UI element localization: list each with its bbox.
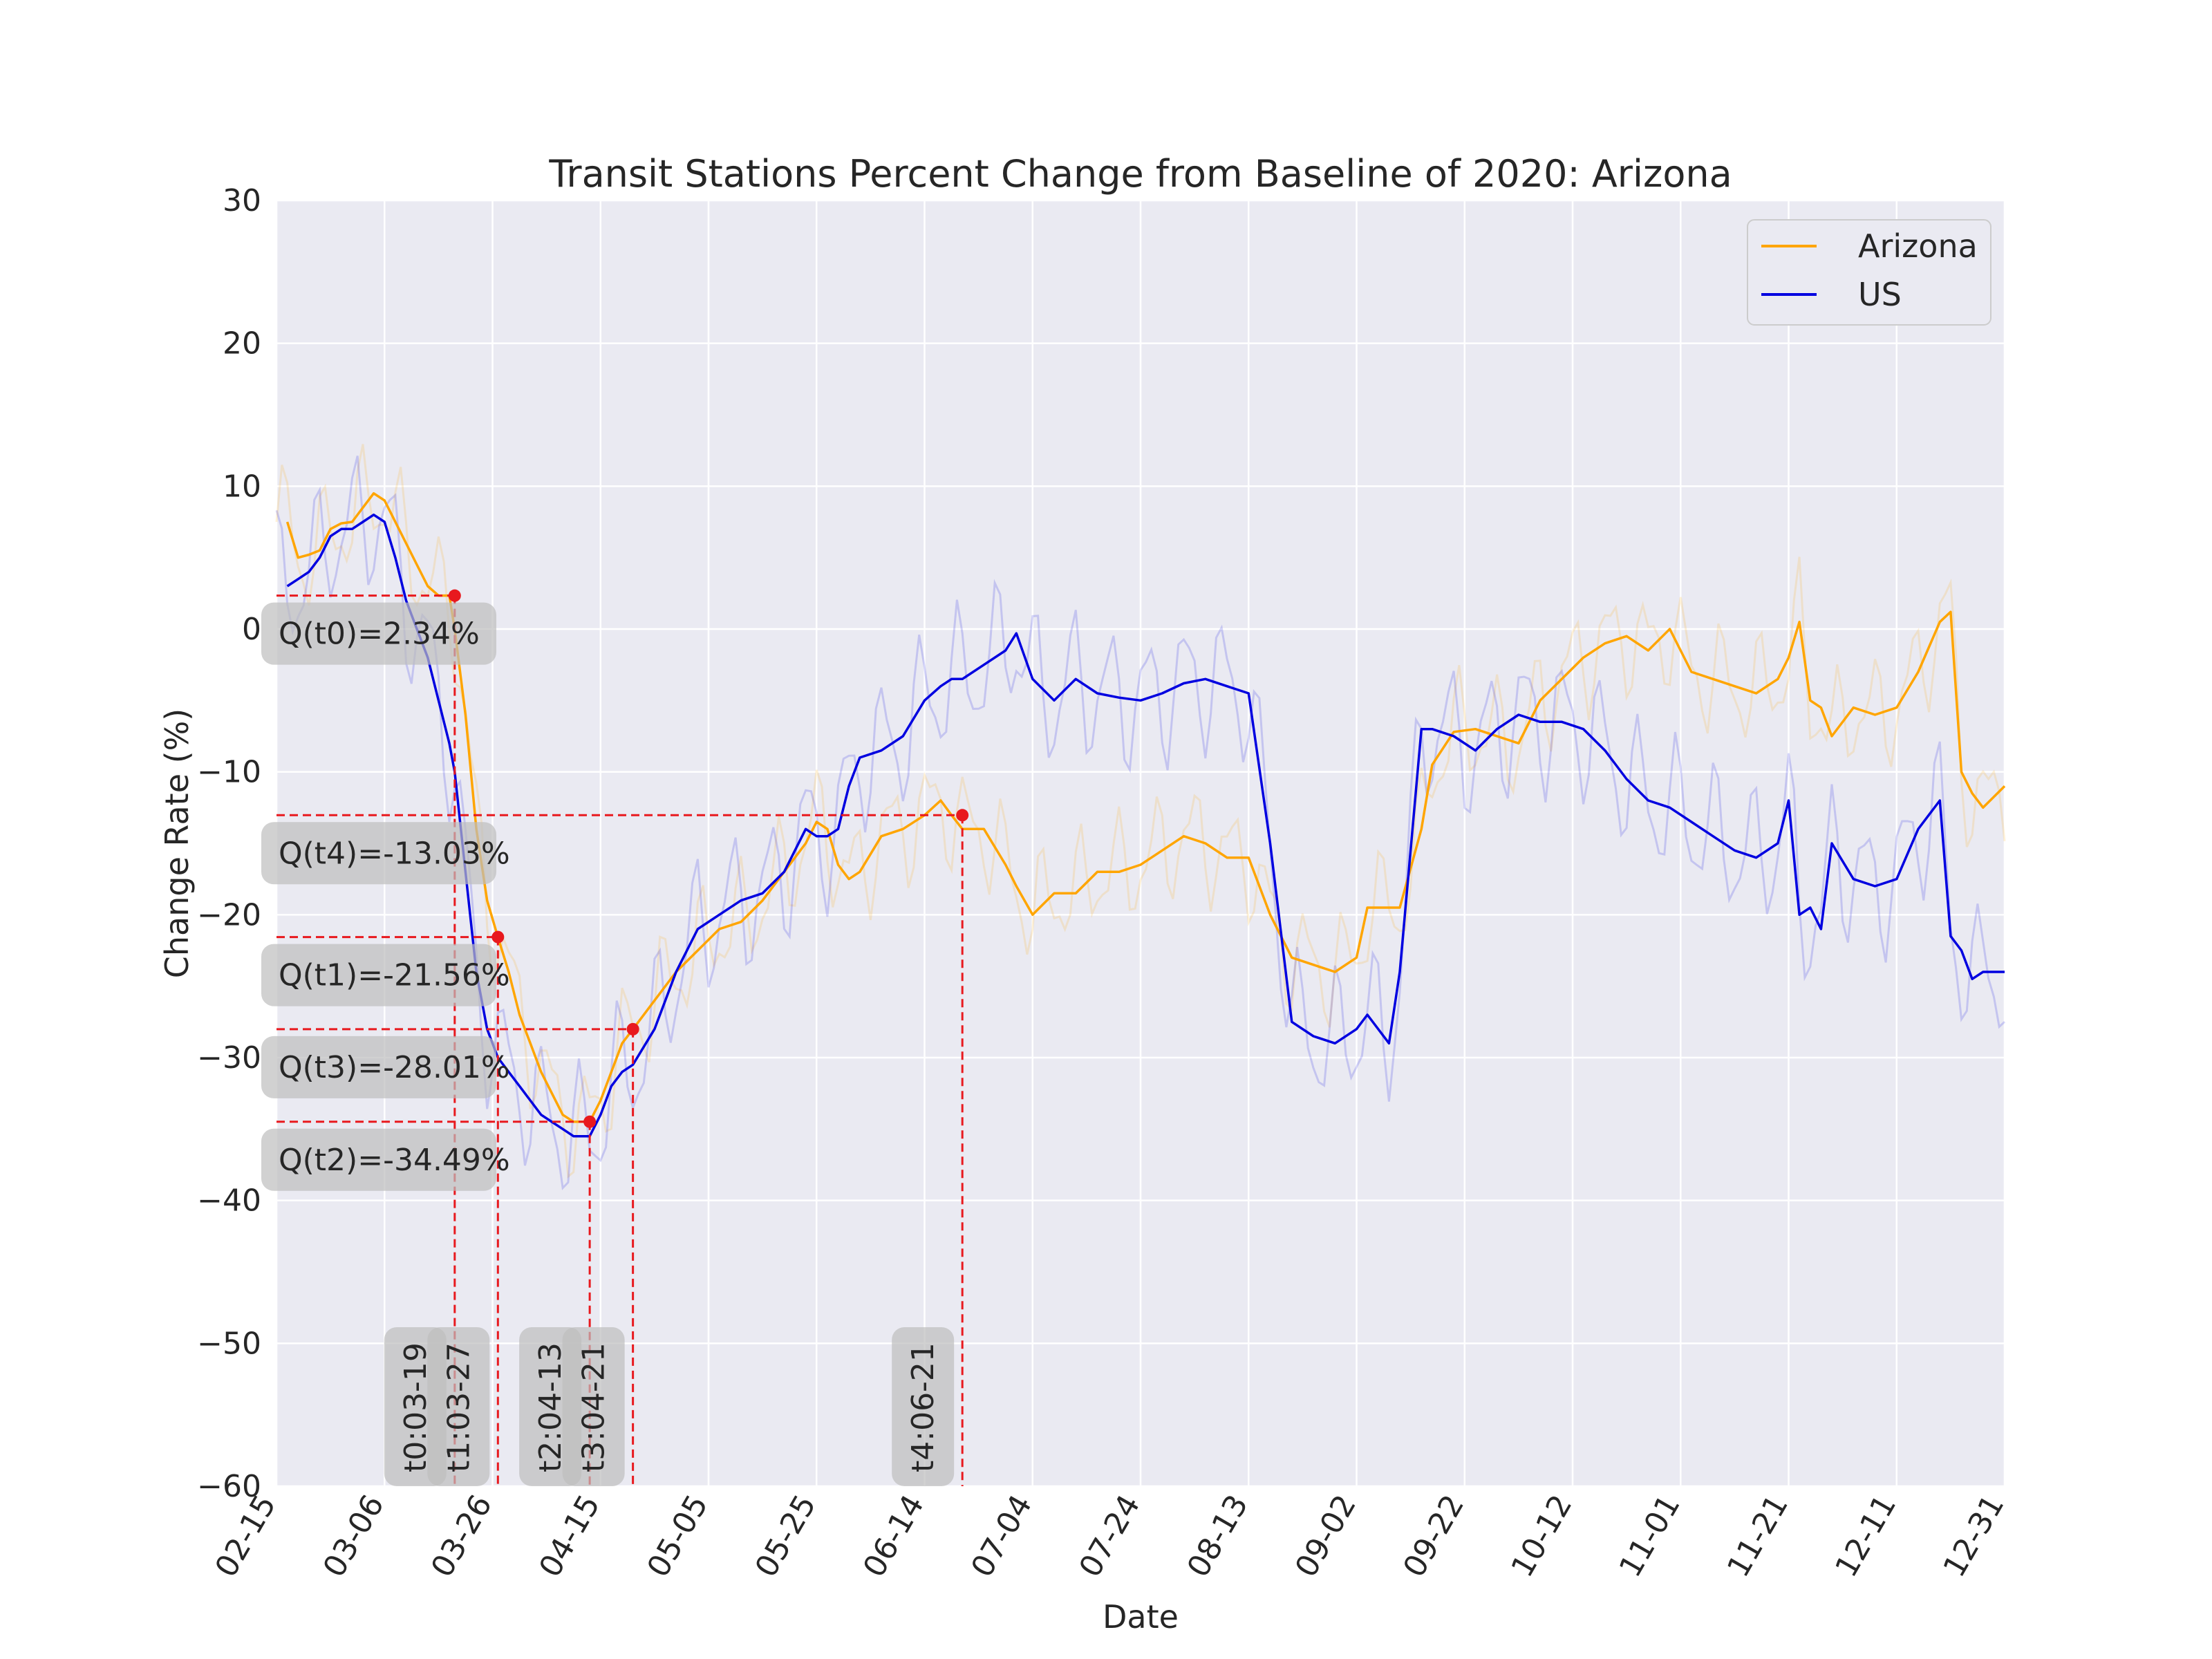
y-axis-label: Change Rate (%) [158,709,196,978]
ref-point [956,809,969,822]
x-tick-label: 11-01 [1613,1489,1687,1583]
value-label-box [261,602,496,665]
x-tick-label: 07-24 [1072,1489,1147,1583]
y-tick-label: −20 [197,897,261,932]
y-tick-label: 30 [223,183,261,218]
value-label-4: Q(t4)=-13.03% [279,836,510,871]
y-tick-label: −40 [197,1183,261,1219]
legend: Arizona US [1747,219,1991,326]
raw-daily-series [275,444,2006,1190]
y-tick-label: −50 [197,1326,261,1361]
x-tick-label: 05-25 [749,1489,823,1583]
legend-label-us: US [1858,276,1902,313]
smoothed-series [285,491,2006,1138]
x-tick-label: 12-11 [1828,1489,1903,1583]
x-tick-label: 08-13 [1181,1489,1255,1583]
chart-title: Transit Stations Percent Change from Bas… [548,152,1732,196]
y-tick-labels: 30 20 10 0 −10 −20 −30 −40 −50 −60 [197,183,261,1504]
series-line-us [286,513,2005,1138]
date-label-box [427,1327,490,1486]
y-tick-label: −10 [197,755,261,790]
x-tick-label: 09-22 [1396,1489,1471,1583]
date-label-box [892,1327,955,1486]
x-tick-label: 09-02 [1288,1489,1363,1583]
value-label-box [261,944,496,1006]
value-label-box [261,822,496,885]
y-tick-label: 0 [242,612,261,647]
value-label-box [261,1128,496,1191]
x-tick-label: 06-14 [856,1489,931,1583]
date-label-box [562,1327,625,1486]
ref-point [626,1022,639,1035]
value-label-1: Q(t1)=-21.56% [279,958,510,993]
series-line-arizona [285,491,2006,1123]
value-label-3: Q(t3)=-28.01% [279,1050,510,1085]
x-tick-label: 07-04 [964,1489,1039,1583]
x-tick-label: 03-26 [424,1489,499,1583]
ref-point [491,930,505,944]
y-tick-label: 10 [223,469,261,504]
legend-label-arizona: Arizona [1858,227,1978,265]
value-label-box [261,1035,496,1098]
x-tick-labels: 02-15 03-06 03-26 04-15 05-05 05-25 06-14 07-04… [208,1489,2011,1583]
x-tick-label: 11-21 [1721,1489,1795,1583]
y-tick-label: −30 [197,1040,261,1076]
y-tick-label: −60 [197,1469,261,1504]
y-tick-label: 20 [223,326,261,362]
x-axis-label: Date [1103,1598,1179,1635]
ref-point [448,589,461,602]
ref-point [583,1115,597,1128]
reference-annotations: Q(t0)=2.34%t0:03-19Q(t1)=-21.56%t1:03-27… [261,589,969,1486]
date-label-3: t3:04-21 [577,1342,612,1472]
value-label-0: Q(t0)=2.34% [279,617,480,652]
date-label-1: t1:03-27 [441,1342,476,1472]
raw-line-us [275,456,2006,1190]
value-label-2: Q(t2)=-34.49% [279,1143,510,1178]
x-tick-label: 05-05 [640,1489,715,1583]
raw-line-arizona [275,444,2006,1179]
x-tick-label: 03-06 [317,1489,391,1583]
date-label-4: t4:06-21 [906,1342,941,1472]
x-tick-label: 12-31 [1936,1489,2011,1583]
x-tick-label: 10-12 [1504,1489,1579,1583]
x-tick-label: 04-15 [532,1489,607,1583]
